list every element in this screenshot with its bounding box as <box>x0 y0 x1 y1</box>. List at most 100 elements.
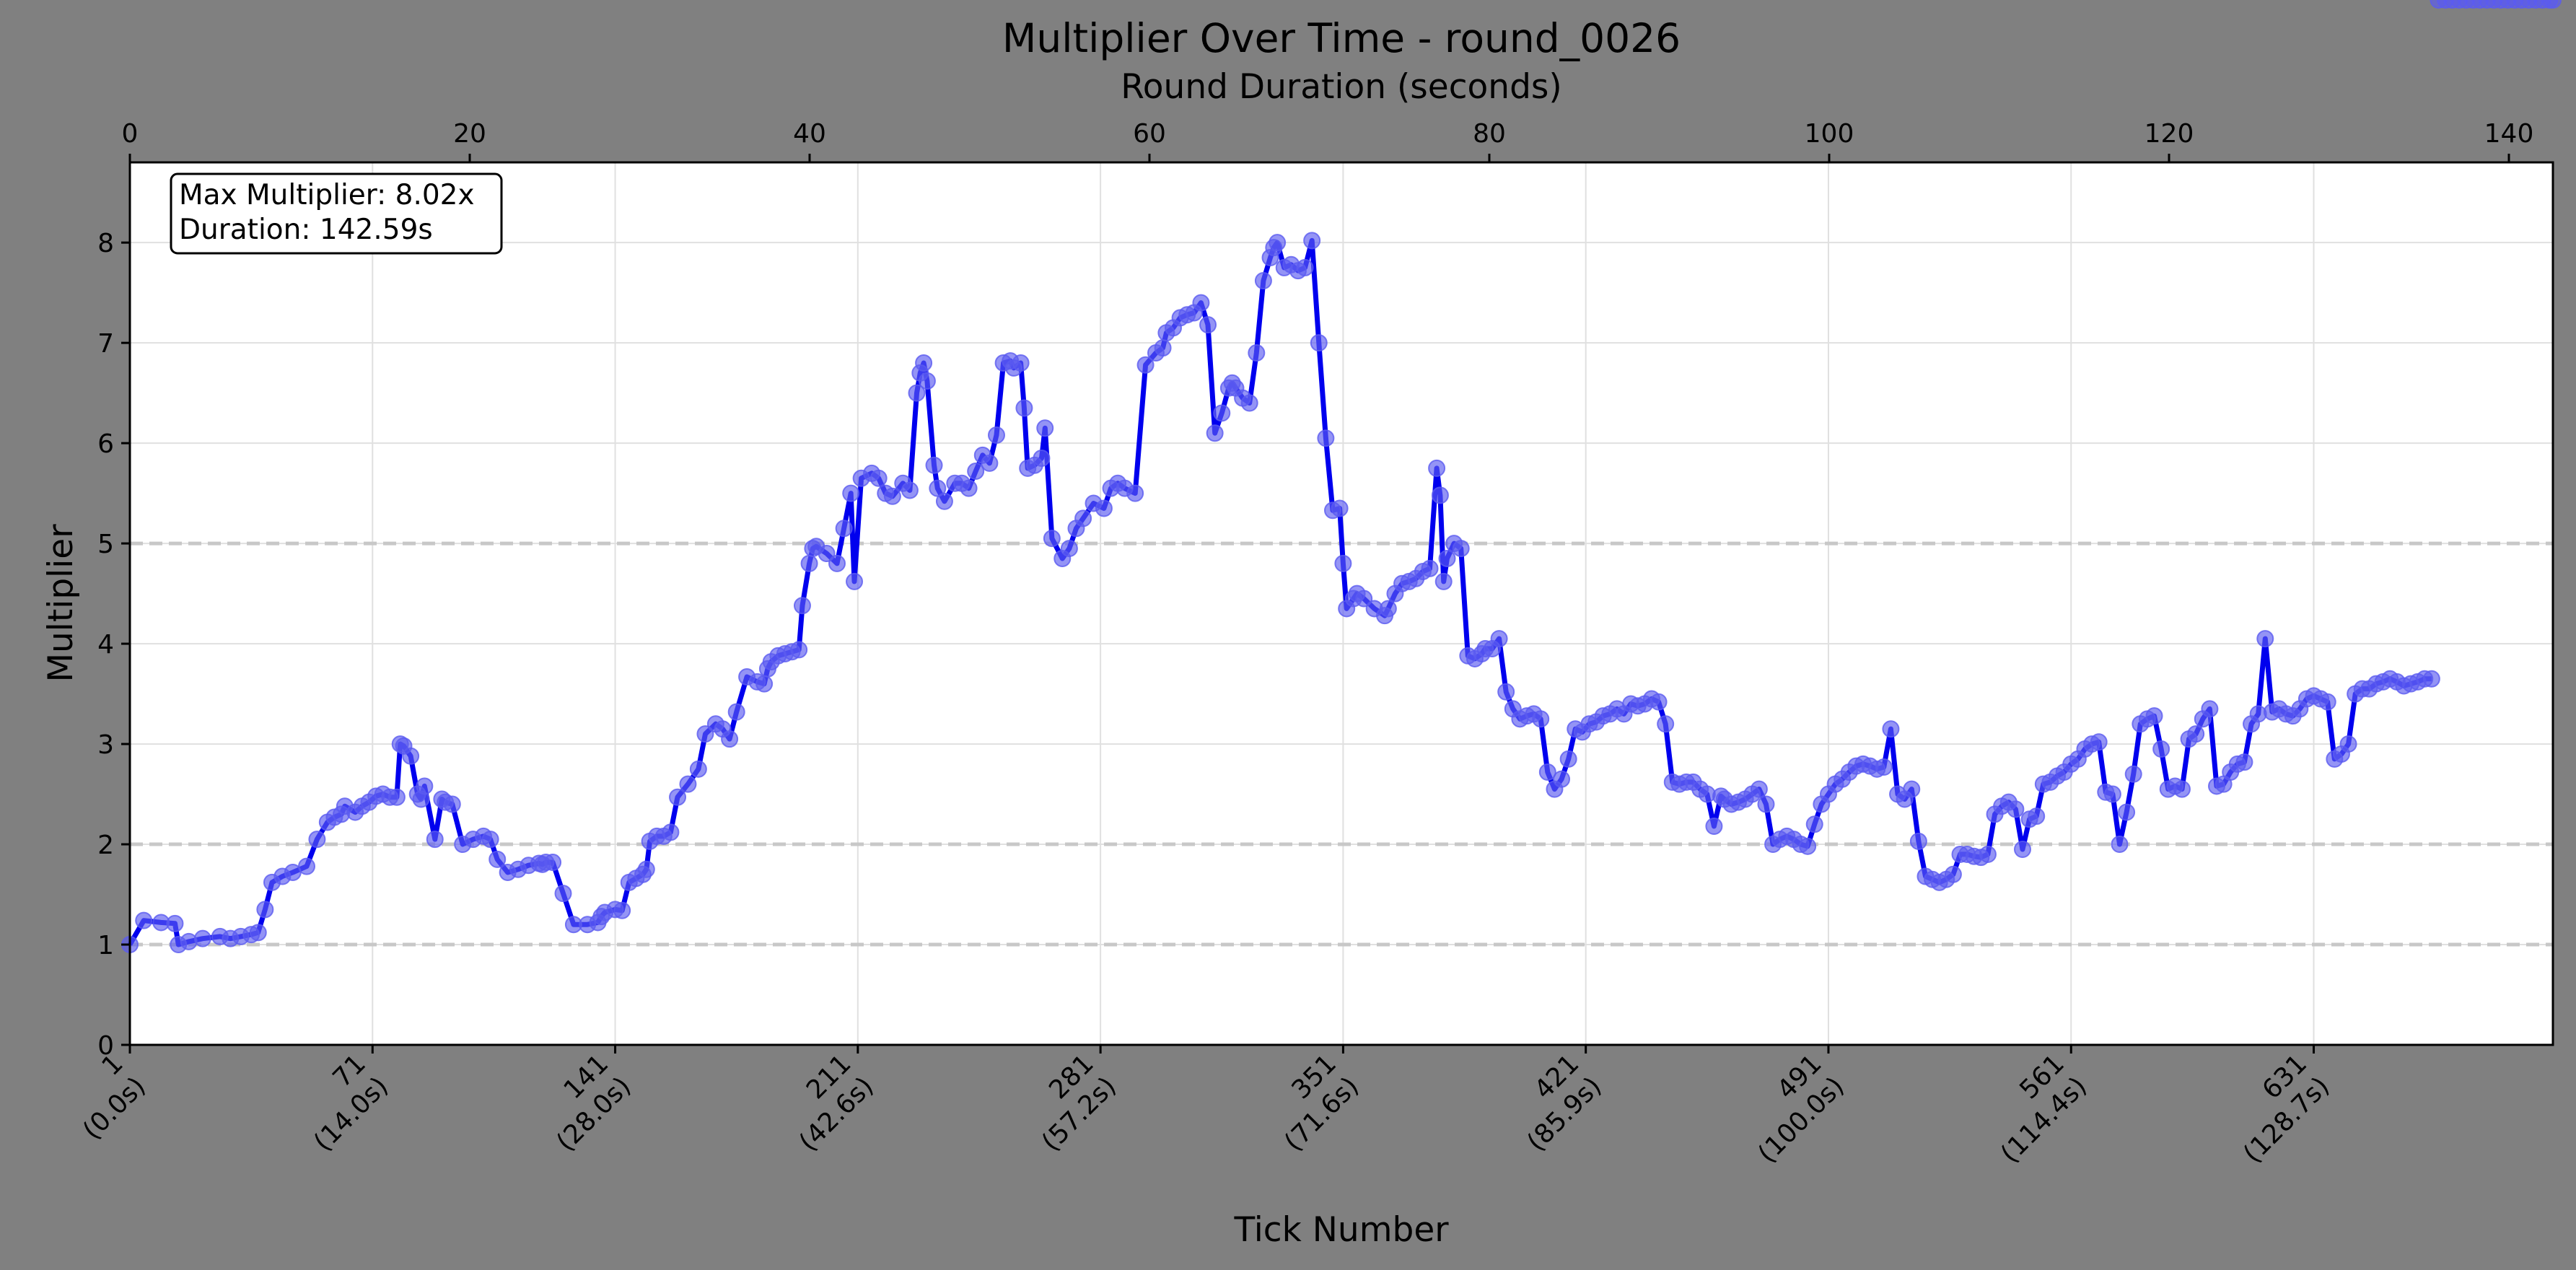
data-point <box>2422 670 2440 688</box>
y-tick-label: 8 <box>97 229 114 258</box>
data-point <box>1497 683 1515 701</box>
data-point <box>721 730 739 748</box>
top-x-tick-label: 40 <box>793 119 826 149</box>
data-point <box>1944 865 1962 883</box>
data-point <box>988 426 1006 444</box>
data-point <box>2318 693 2336 711</box>
data-point <box>883 487 901 505</box>
data-point <box>915 354 933 372</box>
data-point <box>1154 339 1172 357</box>
data-point <box>249 924 267 942</box>
data-point <box>1248 344 1266 362</box>
data-point <box>1355 590 1373 608</box>
data-point <box>935 492 953 510</box>
data-point <box>1015 399 1033 417</box>
data-point <box>2028 807 2046 826</box>
data-point <box>1431 486 1449 504</box>
data-point <box>1434 572 1453 590</box>
data-point <box>544 854 562 872</box>
data-point <box>901 481 919 499</box>
y-tick-label: 0 <box>97 1031 114 1061</box>
data-point <box>1334 554 1352 572</box>
data-point <box>2124 765 2142 783</box>
y-tick-label: 7 <box>97 329 114 359</box>
data-point <box>842 484 860 502</box>
data-point <box>308 831 326 849</box>
data-point <box>925 456 943 474</box>
data-point <box>2201 700 2219 718</box>
annotation-duration: Duration: 142.59s <box>179 214 433 246</box>
data-point <box>193 929 211 947</box>
y-tick-label: 3 <box>97 730 114 760</box>
top-x-tick-label: 120 <box>2145 119 2194 149</box>
top-x-tick-label: 140 <box>2484 119 2534 149</box>
data-point <box>918 372 936 390</box>
data-point <box>793 597 811 615</box>
data-point <box>1452 540 1470 558</box>
data-point <box>2090 733 2108 751</box>
data-point <box>1240 394 1258 412</box>
data-point <box>790 641 808 659</box>
data-point <box>1126 484 1144 502</box>
data-point <box>2173 780 2191 798</box>
data-point <box>1882 720 1900 738</box>
data-point <box>2544 0 2562 9</box>
data-point <box>1317 429 1335 447</box>
data-point <box>1428 459 1446 477</box>
data-point <box>1136 356 1155 374</box>
data-point <box>1650 693 1668 711</box>
data-point <box>1532 710 1550 728</box>
data-point <box>2145 707 2163 725</box>
data-point <box>1303 232 1321 250</box>
y-tick-label: 6 <box>97 429 114 459</box>
data-point <box>981 454 999 472</box>
data-point <box>1331 499 1349 517</box>
data-point <box>554 885 572 903</box>
data-point <box>908 384 926 402</box>
annotation-box: Max Multiplier: 8.02x Duration: 142.59s <box>170 172 503 255</box>
data-point <box>2111 836 2129 854</box>
data-point <box>1490 630 1508 648</box>
data-point <box>869 469 888 487</box>
data-point <box>1705 818 1723 836</box>
chart-title: Multiplier Over Time - round_0026 <box>1002 15 1681 61</box>
data-point <box>2152 740 2170 758</box>
data-point <box>613 901 631 919</box>
data-point <box>967 463 985 481</box>
data-point <box>1909 832 1927 850</box>
data-point <box>387 788 406 806</box>
data-point <box>960 479 978 497</box>
data-point <box>689 760 707 778</box>
data-point <box>180 932 198 950</box>
data-point <box>1379 600 1397 618</box>
data-point <box>1538 763 1556 781</box>
data-point <box>1206 424 1224 442</box>
data-point <box>1060 540 1078 558</box>
data-point <box>818 545 836 563</box>
data-point <box>1199 316 1217 334</box>
data-point <box>1875 758 1893 776</box>
data-point <box>755 675 774 693</box>
data-point <box>256 901 274 919</box>
data-point <box>2339 735 2357 753</box>
data-point <box>1438 549 1456 567</box>
data-point <box>2256 630 2274 648</box>
y-axis-ticks: 0 1 2 3 4 5 6 7 8 <box>97 229 130 1061</box>
y-tick-label: 2 <box>97 831 114 860</box>
data-point <box>1757 795 1775 813</box>
data-point <box>1805 815 1823 833</box>
data-point <box>1043 530 1061 548</box>
top-x-tick-label: 20 <box>453 119 486 149</box>
data-point <box>1750 780 1768 798</box>
data-points <box>121 0 2562 954</box>
data-point <box>2013 840 2031 858</box>
y-axis-title: Multiplier <box>41 524 81 683</box>
data-point <box>835 520 853 538</box>
data-point <box>1296 258 1314 276</box>
data-point <box>416 777 434 795</box>
data-point <box>2118 803 2136 821</box>
data-point <box>166 914 184 932</box>
y-tick-label: 1 <box>97 931 114 960</box>
x-axis-title: Tick Number <box>1233 1210 1449 1250</box>
